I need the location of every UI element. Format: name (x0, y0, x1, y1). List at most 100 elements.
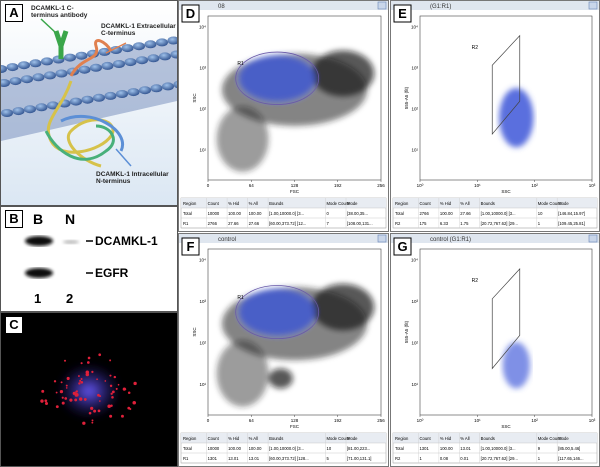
gate (235, 51, 320, 105)
x-tick-label: 128 (291, 418, 299, 423)
stain-dot (79, 379, 82, 382)
x-tick-label: 10⁰ (417, 183, 424, 188)
y-tick-label: 10² (199, 340, 206, 345)
lipid-head (139, 86, 151, 95)
lane-number: 2 (66, 291, 74, 306)
title-bar (179, 234, 388, 243)
stain-dot (127, 391, 131, 394)
lipid-head (1, 109, 13, 117)
stain-dot (44, 399, 48, 403)
lipid-head (147, 54, 160, 63)
table-header-cell: Region (183, 201, 197, 206)
stain-dot (87, 356, 91, 360)
close-button (588, 1, 598, 10)
stain-dot (59, 389, 64, 394)
stain-dot (77, 375, 80, 378)
stain-dot (53, 380, 57, 383)
table-header (393, 433, 597, 443)
table-header-cell: % Hid (228, 201, 240, 206)
y-tick-label: 10³ (199, 299, 206, 304)
table-cell: 27.66 (460, 211, 471, 216)
close-button (588, 234, 598, 243)
pointer (115, 148, 132, 167)
stain-dot (109, 374, 112, 377)
table-cell: 100.00 (249, 211, 262, 216)
window-title: control (218, 237, 236, 243)
gate (235, 285, 320, 340)
x-axis-label: FSC (290, 424, 300, 429)
table-header-cell: % Hid (440, 436, 452, 441)
table-cell: 10 (538, 211, 543, 216)
flow-panel-g: control (G1:R1) G R2 10⁰ 10¹ 10² 10³ 10⁴ 10³ 10² 1… (390, 233, 600, 467)
x-tick-label: 64 (249, 183, 255, 188)
x-tick-label: 10⁰ (417, 418, 424, 423)
window-title: 08 (218, 4, 225, 10)
band (25, 268, 53, 278)
lane-number: 1 (34, 291, 42, 306)
table-cell: Total (183, 211, 192, 216)
label-box (393, 237, 412, 256)
table-header-cell: % All (249, 436, 258, 441)
antibody (53, 30, 69, 59)
stain-dot (109, 414, 113, 418)
gate (491, 268, 521, 370)
table-cell: 27.66 (249, 221, 260, 226)
stain-dot (61, 401, 65, 405)
micrograph (40, 353, 137, 425)
stain-dot (60, 381, 63, 384)
table-header-cell: Mode (347, 201, 358, 206)
table-header-cell: Bounds (481, 201, 495, 206)
y-tick-label: 10² (411, 340, 418, 345)
lipid-head (150, 84, 163, 93)
stain-dot (64, 397, 68, 400)
panel-b: B B N DCAMKL-1 EGFR 1 2 (0, 206, 178, 312)
stain-dot (91, 419, 94, 422)
event-cloud (311, 283, 375, 331)
stain-dot (41, 389, 45, 393)
lipid-head (170, 50, 177, 59)
events (502, 341, 531, 389)
table-header (181, 198, 386, 208)
x-tick-label: 0 (207, 183, 210, 188)
title-bar (179, 1, 388, 10)
close-button (377, 1, 387, 10)
x-tick-label: 10² (531, 183, 538, 188)
table-header-cell: Mode Count (538, 201, 562, 206)
stain-dot (109, 359, 112, 362)
x-axis-label: SSC (501, 189, 511, 194)
table-cell: [117.65,146... (558, 456, 583, 461)
lipid-head (104, 91, 117, 100)
annotation: DCAMKL-1 C-terminus antibody (31, 5, 88, 19)
table-cell: [85.00,5.46] (558, 446, 580, 451)
protein-ribbon (46, 80, 115, 168)
table-cell: 9 (538, 446, 541, 451)
table-cell: 2766 (208, 221, 218, 226)
table-cell: 1 (538, 456, 541, 461)
region-label: R2 (472, 45, 479, 51)
title-bar (391, 234, 599, 243)
lipid-head (70, 97, 82, 106)
table-cell: [1.00,10000.0] [3... (481, 446, 516, 451)
table-header-cell: Count (419, 201, 431, 206)
stain-dot (91, 421, 94, 424)
y-tick-label: 10² (411, 106, 418, 111)
lipid-head (167, 36, 177, 45)
table-header-cell: Bounds (269, 436, 283, 441)
membrane-illustration (1, 1, 177, 205)
table-cell: Total (395, 446, 404, 451)
lipid-head (6, 63, 19, 72)
lipid-head (110, 46, 122, 54)
band (25, 236, 53, 246)
stain-dot (99, 395, 102, 398)
table-header-cell: Mode (558, 436, 569, 441)
stain (40, 353, 137, 425)
stain-dot (107, 404, 111, 409)
lipid-head (41, 57, 53, 66)
table-cell: 1 (538, 221, 541, 226)
stain-dot (132, 400, 137, 405)
y-tick-label: 10⁴ (199, 24, 206, 29)
lipid-head (127, 88, 140, 97)
table-cell: [71.00,131.1] (347, 456, 371, 461)
lipid-head (93, 93, 105, 102)
region-label: R1 (237, 61, 244, 67)
